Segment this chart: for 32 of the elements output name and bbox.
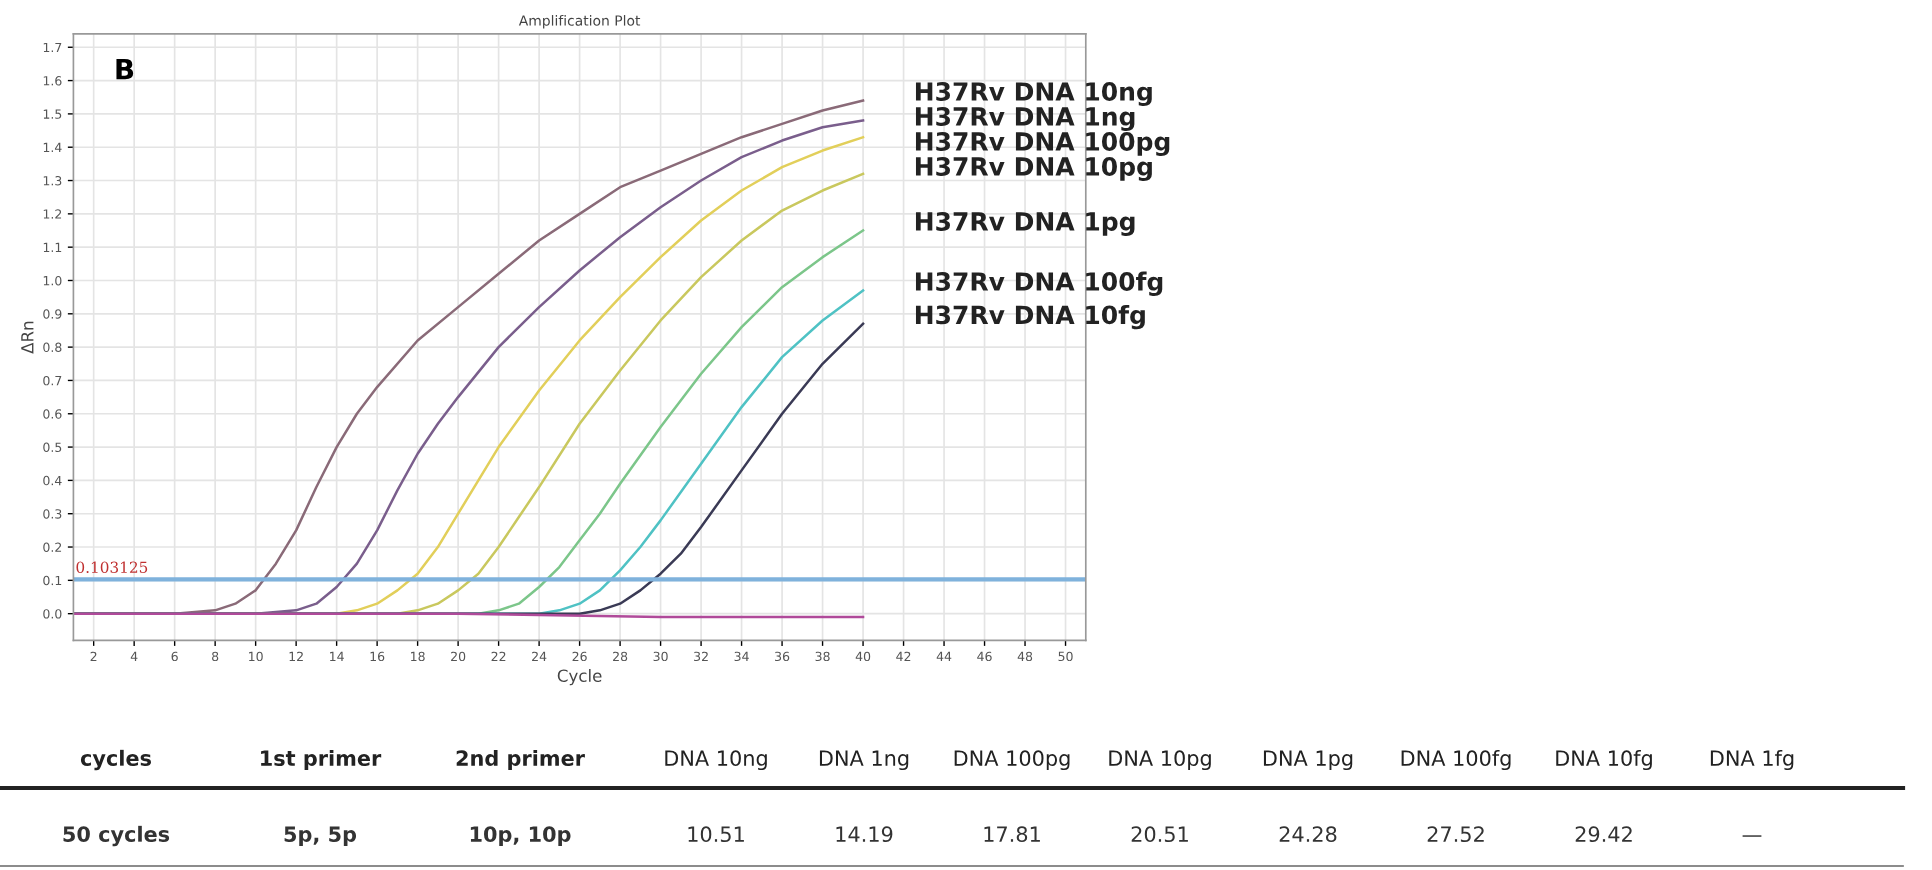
text: 14.19 — [836, 826, 893, 843]
text: DNA 10fg — [1556, 749, 1652, 771]
text: DNA 100fg — [1401, 749, 1511, 771]
text: H37Rv DNA 100fg — [915, 271, 1163, 297]
text: H37Rv DNA 1ng — [915, 107, 1135, 131]
text: 10p, 10p — [470, 826, 571, 847]
text: DNA 1fg — [1710, 749, 1794, 771]
text: DNA 10pg — [1109, 750, 1211, 771]
x-axis-title: Cycle — [557, 669, 602, 686]
y-axis-title: ΔRn — [21, 321, 34, 354]
text: H37Rv DNA 10pg — [915, 157, 1152, 181]
text: H37Rv DNA 10ng — [915, 82, 1152, 106]
text: DNA 1ng — [819, 750, 909, 771]
text: 17.81 — [984, 826, 1040, 843]
text: 5p, 5p — [284, 826, 357, 847]
text: H37Rv DNA 100pg — [915, 132, 1170, 156]
text: 20.51 — [1131, 826, 1188, 843]
text: 2nd primer — [456, 749, 585, 771]
text: 10.51 — [688, 826, 744, 843]
text: 1st primer — [261, 749, 382, 771]
text: cycles — [80, 749, 151, 771]
text: DNA 100pg — [954, 750, 1070, 771]
annotation: B — [116, 59, 134, 80]
text: DNA 1pg — [1263, 750, 1353, 771]
text: DNA 10ng — [665, 750, 767, 771]
text: 29.42 — [1575, 826, 1632, 843]
text: 50 cycles — [63, 825, 170, 847]
text: 24.28 — [1279, 826, 1337, 843]
text: — — [1742, 835, 1762, 837]
text: 27.52 — [1427, 826, 1484, 843]
text: H37Rv DNA 10fg — [915, 304, 1145, 330]
text: H37Rv DNA 1pg — [915, 211, 1135, 236]
